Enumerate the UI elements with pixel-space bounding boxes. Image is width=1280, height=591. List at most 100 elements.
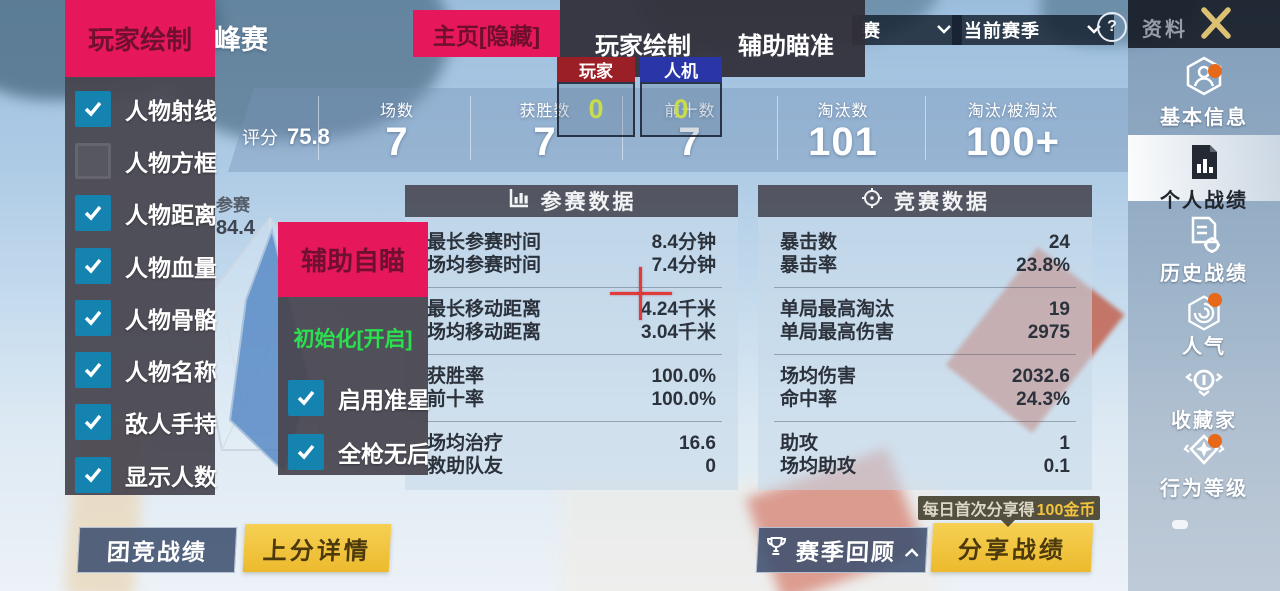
- stat-kd: 淘汰/被淘汰 100+: [965, 103, 1061, 164]
- mode-dropdown[interactable]: 赛: [852, 15, 962, 45]
- menu-item-esp-skeleton[interactable]: 人物骨骼: [75, 298, 217, 338]
- aim-assist-menu-title[interactable]: 辅助自瞄: [278, 222, 428, 297]
- menu-item-show-count[interactable]: 显示人数: [75, 455, 217, 495]
- profile-sidebar: 资料 基本信息 个人战绩 历史战绩: [1128, 0, 1280, 591]
- menu-item-esp-box[interactable]: 人物方框: [75, 141, 217, 181]
- data-row: 前十率 100.0%: [427, 389, 716, 410]
- home-hide-button[interactable]: 主页[隐藏]: [413, 10, 560, 57]
- sidebar-item-popularity[interactable]: 人气: [1128, 293, 1280, 358]
- participation-panel-title: 参赛数据: [540, 191, 637, 214]
- tab-aim-assist[interactable]: 辅助瞄准: [738, 33, 834, 60]
- mode-dropdown-value: 赛: [862, 21, 881, 41]
- menu-item-enemy-weapon[interactable]: 敌人手持: [75, 402, 217, 442]
- season-review-button[interactable]: 赛季回顾: [755, 527, 929, 573]
- menu-item-esp-health[interactable]: 人物血量: [75, 246, 217, 286]
- checkbox[interactable]: [75, 143, 111, 179]
- team-record-button[interactable]: 团竞战绩: [76, 527, 238, 573]
- bar-chart-icon: [507, 186, 531, 216]
- data-row: 场均治疗 16.6: [427, 433, 716, 454]
- sidebar-item-basic-info[interactable]: 基本信息: [1128, 54, 1280, 130]
- notification-badge: [1208, 434, 1222, 448]
- score-label: 评分: [242, 128, 278, 148]
- page-title-partial: 峰赛: [214, 25, 268, 55]
- bot-counter[interactable]: 人机 0: [640, 57, 722, 137]
- data-row: 单局最高淘汰 19: [780, 299, 1070, 320]
- data-row: 暴击率 23.8%: [780, 255, 1070, 276]
- competition-panel-header: 竞赛数据: [758, 185, 1092, 217]
- share-reward-tooltip: 每日首次分享得 100金币: [918, 496, 1100, 520]
- target-icon: [860, 186, 884, 216]
- data-row: 场均参赛时间 7.4分钟: [427, 255, 716, 276]
- data-row: 命中率 24.3%: [780, 389, 1070, 410]
- help-icon[interactable]: ?: [1097, 12, 1127, 42]
- crosshair-vertical: [639, 267, 642, 320]
- competition-panel-title: 竞赛数据: [894, 191, 990, 214]
- sidebar-item-personal-record[interactable]: 个人战绩: [1128, 140, 1280, 212]
- radar-score: 参赛 84.4: [216, 196, 255, 239]
- tooltip-arrow: [1001, 520, 1015, 534]
- chevron-down-icon: [936, 21, 952, 39]
- tab-player-draw[interactable]: 玩家绘制: [595, 33, 691, 60]
- data-row: 单局最高伤害 2975: [780, 322, 1070, 343]
- checkbox[interactable]: [288, 380, 324, 416]
- data-row: 救助队友 0: [427, 456, 716, 477]
- checkbox[interactable]: [75, 404, 111, 440]
- sidebar-header: 资料: [1128, 0, 1280, 48]
- player-draw-menu-title[interactable]: 玩家绘制: [65, 0, 215, 77]
- checkbox[interactable]: [75, 300, 111, 336]
- participation-panel-header: 参赛数据: [405, 185, 738, 217]
- data-row: 场均伤害 2032.6: [780, 366, 1070, 387]
- data-row: 最长参赛时间 8.4分钟: [427, 232, 716, 253]
- menu-item-esp-distance[interactable]: 人物距离: [75, 193, 217, 233]
- init-status-toggle[interactable]: 初始化[开启]: [293, 328, 413, 351]
- notification-badge: [1208, 293, 1222, 307]
- data-row: 场均移动距离 3.04千米: [427, 322, 716, 343]
- checkbox[interactable]: [75, 195, 111, 231]
- checkbox[interactable]: [75, 248, 111, 284]
- close-icon[interactable]: [1197, 6, 1235, 45]
- menu-item-esp-line[interactable]: 人物射线: [75, 89, 217, 129]
- player-counter[interactable]: 玩家 0: [557, 57, 635, 137]
- aim-assist-menu: 辅助自瞄 初始化[开启] 启用准星 全枪无后: [278, 222, 430, 475]
- collector-badge-icon: [1182, 360, 1226, 404]
- player-draw-menu: 玩家绘制 人物射线 人物方框 人物距离 人物血量 人物骨骼: [65, 0, 217, 495]
- player-counter-value: 0: [588, 94, 604, 124]
- trophy-icon: [763, 535, 789, 565]
- score-value: 75.8: [287, 124, 330, 149]
- chevron-up-icon: [903, 537, 920, 564]
- data-row: 获胜率 100.0%: [427, 366, 716, 387]
- sidebar-item-conduct-level[interactable]: 行为等级: [1128, 430, 1280, 500]
- bot-counter-value: 0: [673, 94, 689, 124]
- sidebar-item-collector[interactable]: 收藏家: [1128, 360, 1280, 432]
- player-counter-label[interactable]: 玩家: [557, 57, 635, 82]
- checkbox[interactable]: [75, 457, 111, 493]
- data-row: 助攻 1: [780, 433, 1070, 454]
- stats-doc-icon: [1182, 140, 1226, 184]
- data-row: 暴击数 24: [780, 232, 1070, 253]
- sidebar-item-history-record[interactable]: 历史战绩: [1128, 213, 1280, 285]
- stat-matches: 场数 7: [379, 103, 414, 164]
- data-row: 场均助攻 0.1: [780, 456, 1070, 477]
- scroll-indicator: [1172, 520, 1188, 529]
- sidebar-title: 资料: [1142, 19, 1188, 41]
- menu-item-no-recoil[interactable]: 全枪无后: [288, 432, 430, 472]
- rank-detail-button[interactable]: 上分详情: [242, 524, 392, 572]
- bot-counter-label[interactable]: 人机: [640, 57, 722, 82]
- history-doc-icon: [1182, 213, 1226, 257]
- stat-wins: 获胜数 7: [519, 103, 571, 164]
- menu-item-esp-name[interactable]: 人物名称: [75, 350, 217, 390]
- stat-top10: 前十数 7: [664, 103, 716, 164]
- score: 评分 75.8: [242, 124, 330, 150]
- stat-eliminations: 淘汰数 101: [808, 103, 878, 164]
- checkbox[interactable]: [288, 434, 324, 470]
- notification-badge: [1208, 64, 1222, 78]
- season-dropdown-value: 当前赛季: [964, 21, 1040, 41]
- competition-panel: 竞赛数据 暴击数 24 暴击率 23.8% 单局最高淘汰 19 单局最高伤害 2975 …: [758, 185, 1092, 490]
- menu-item-enable-crosshair[interactable]: 启用准星: [288, 378, 430, 418]
- stats-band: 评分 75.8 场数 7 获胜数 7 前十数 7 淘汰数 101 淘汰/被淘汰 100+: [228, 88, 1128, 172]
- participation-panel: 参赛数据 最长参赛时间 8.4分钟 场均参赛时间 7.4分钟 最长移动距离 4.24千…: [405, 185, 738, 490]
- checkbox[interactable]: [75, 91, 111, 127]
- season-dropdown[interactable]: 当前赛季: [952, 15, 1114, 45]
- checkbox[interactable]: [75, 352, 111, 388]
- data-row: 最长移动距离 4.24千米: [427, 299, 716, 320]
